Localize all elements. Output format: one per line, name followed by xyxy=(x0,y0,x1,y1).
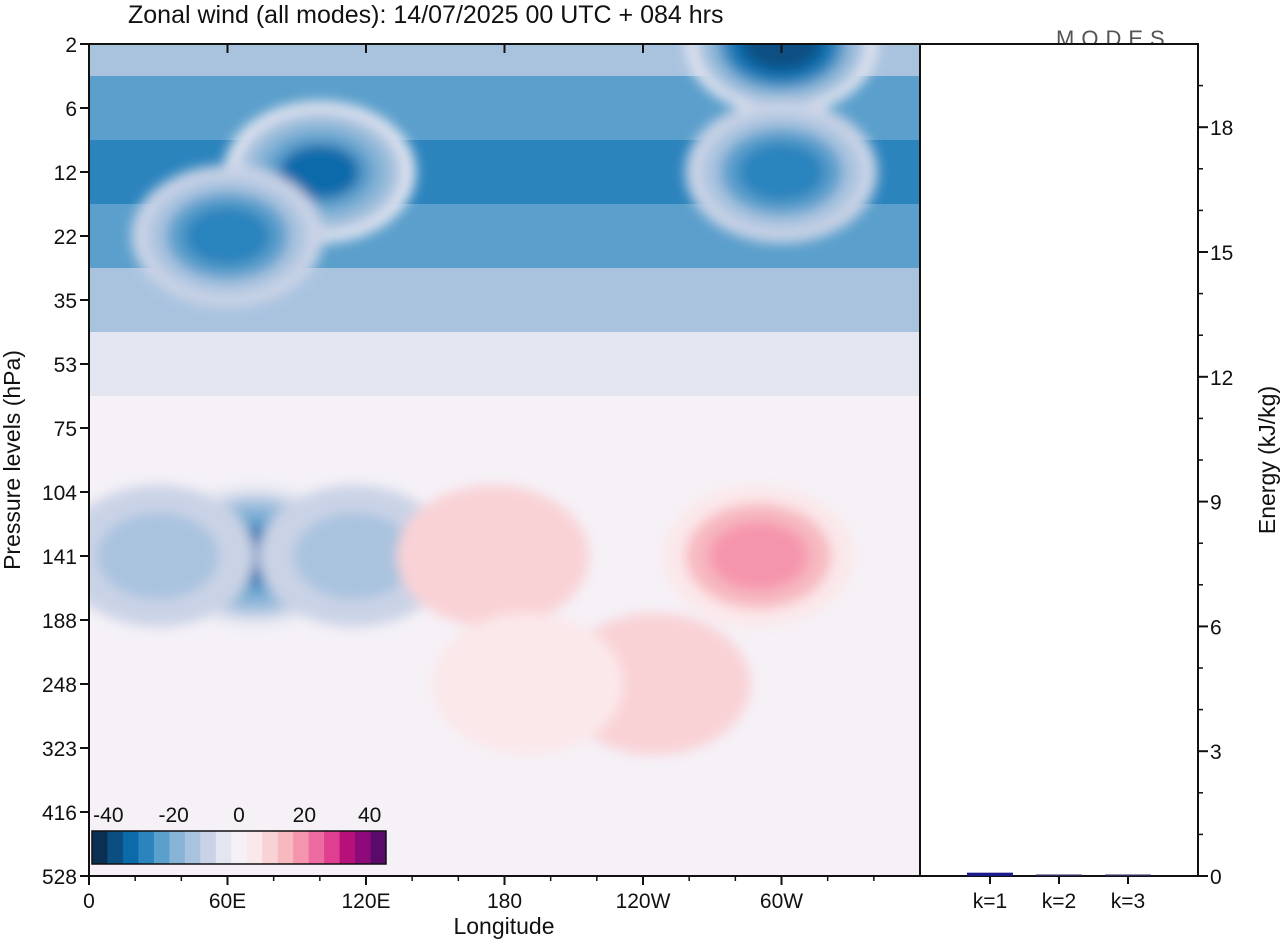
y-tick-label: 323 xyxy=(42,738,77,761)
y-tick-label: 6 xyxy=(65,98,77,121)
x-tick-label: 60W xyxy=(760,890,803,913)
colorbar-tick-label: 20 xyxy=(293,804,316,827)
wind-anomaly xyxy=(184,206,271,266)
colorbar-swatch xyxy=(107,831,124,864)
colorbar-swatch xyxy=(138,831,155,864)
energy-panel-frame xyxy=(919,43,1199,877)
colorbar-frame xyxy=(91,830,387,865)
colorbar-tick-label: 0 xyxy=(233,804,245,827)
x-tick-label: 120W xyxy=(616,890,671,913)
colorbar-swatch xyxy=(200,831,217,864)
wind-anomaly xyxy=(396,485,589,627)
y-tick-label: 416 xyxy=(42,802,77,825)
y-tick-label: 75 xyxy=(54,418,77,441)
heatmap-band xyxy=(89,396,920,461)
energy-tick-label: 12 xyxy=(1210,367,1233,390)
colorbar: -40 -20 0 20 40 xyxy=(91,804,387,865)
energy-category-label: k=3 xyxy=(1111,890,1145,913)
energy-tick-label: 6 xyxy=(1210,616,1222,639)
wind-anomaly xyxy=(293,512,416,600)
colorbar-swatch xyxy=(92,831,108,864)
energy-category-label: k=1 xyxy=(973,890,1007,913)
colorbar-swatch xyxy=(231,831,248,864)
energy-bar xyxy=(967,872,1013,876)
y-tick-label: 188 xyxy=(42,610,77,633)
wind-heatmap xyxy=(89,44,920,876)
colorbar-tick-label: -20 xyxy=(158,804,188,827)
colorbar-swatch xyxy=(339,831,356,864)
energy-tick-label: 3 xyxy=(1210,741,1222,764)
colorbar-swatch xyxy=(169,831,186,864)
y-tick-label: 53 xyxy=(54,354,77,377)
colorbar-swatch xyxy=(370,831,387,864)
colorbar-swatch xyxy=(262,831,279,864)
y-tick-label: 12 xyxy=(54,162,77,185)
y-tick-label: 104 xyxy=(42,482,77,505)
colorbar-swatch xyxy=(308,831,325,864)
y-tick-label: 2 xyxy=(65,34,77,57)
colorbar-swatch xyxy=(355,831,372,864)
wind-anomaly xyxy=(709,521,808,591)
heatmap-band xyxy=(89,332,920,397)
energy-bar xyxy=(1036,874,1082,876)
y-axis-label: Pressure levels (hPa) xyxy=(0,350,25,570)
energy-y-ticks: 0 3 6 9 12 15 18 xyxy=(1198,84,1233,889)
chart-title: Zonal wind (all modes): 14/07/2025 00 UT… xyxy=(128,1,723,29)
y-tick-label: 35 xyxy=(54,290,77,313)
colorbar-swatch xyxy=(215,831,232,864)
x-tick-label: 60E xyxy=(209,890,246,913)
colorbar-swatch xyxy=(184,831,201,864)
heatmap-features xyxy=(89,44,878,755)
y-tick-label: 141 xyxy=(42,546,77,569)
energy-tick-label: 18 xyxy=(1210,117,1233,140)
x-axis-label: Longitude xyxy=(453,913,554,939)
energy-tick-label: 15 xyxy=(1210,242,1233,265)
wind-anomaly xyxy=(431,613,624,755)
colorbar-swatch xyxy=(246,831,263,864)
colorbar-swatch xyxy=(153,831,170,864)
wind-anomaly xyxy=(97,512,220,600)
colorbar-swatch xyxy=(122,831,139,864)
energy-x-categories: k=1 k=2 k=3 xyxy=(973,876,1145,913)
colorbar-tick-label: -40 xyxy=(93,804,123,827)
wind-anomaly xyxy=(279,145,360,199)
energy-tick-label: 9 xyxy=(1210,492,1222,515)
colorbar-tick-label: 40 xyxy=(358,804,381,827)
energy-bar xyxy=(1105,874,1151,876)
y-tick-label: 22 xyxy=(54,226,77,249)
x-axis-ticks: 0 60E 120E 180 120W 60W xyxy=(83,44,875,913)
energy-tick-label: 0 xyxy=(1210,866,1222,889)
y-tick-label: 248 xyxy=(42,674,77,697)
x-tick-label: 0 xyxy=(83,890,95,913)
energy-category-label: k=2 xyxy=(1042,890,1076,913)
wind-anomaly xyxy=(743,44,820,70)
x-tick-label: 120E xyxy=(341,890,390,913)
wind-anomaly xyxy=(738,142,825,202)
y-axis-ticks: 2 6 12 22 35 53 75 104 141 188 248 323 416 528 xyxy=(42,34,89,889)
y-tick-label: 528 xyxy=(42,866,77,889)
colorbar-swatch xyxy=(277,831,294,864)
energy-axis-label: Energy (kJ/kg) xyxy=(1254,386,1280,534)
x-tick-label: 180 xyxy=(487,890,522,913)
colorbar-swatch xyxy=(324,831,341,864)
colorbar-swatch xyxy=(293,831,310,864)
energy-bars xyxy=(967,872,1151,876)
